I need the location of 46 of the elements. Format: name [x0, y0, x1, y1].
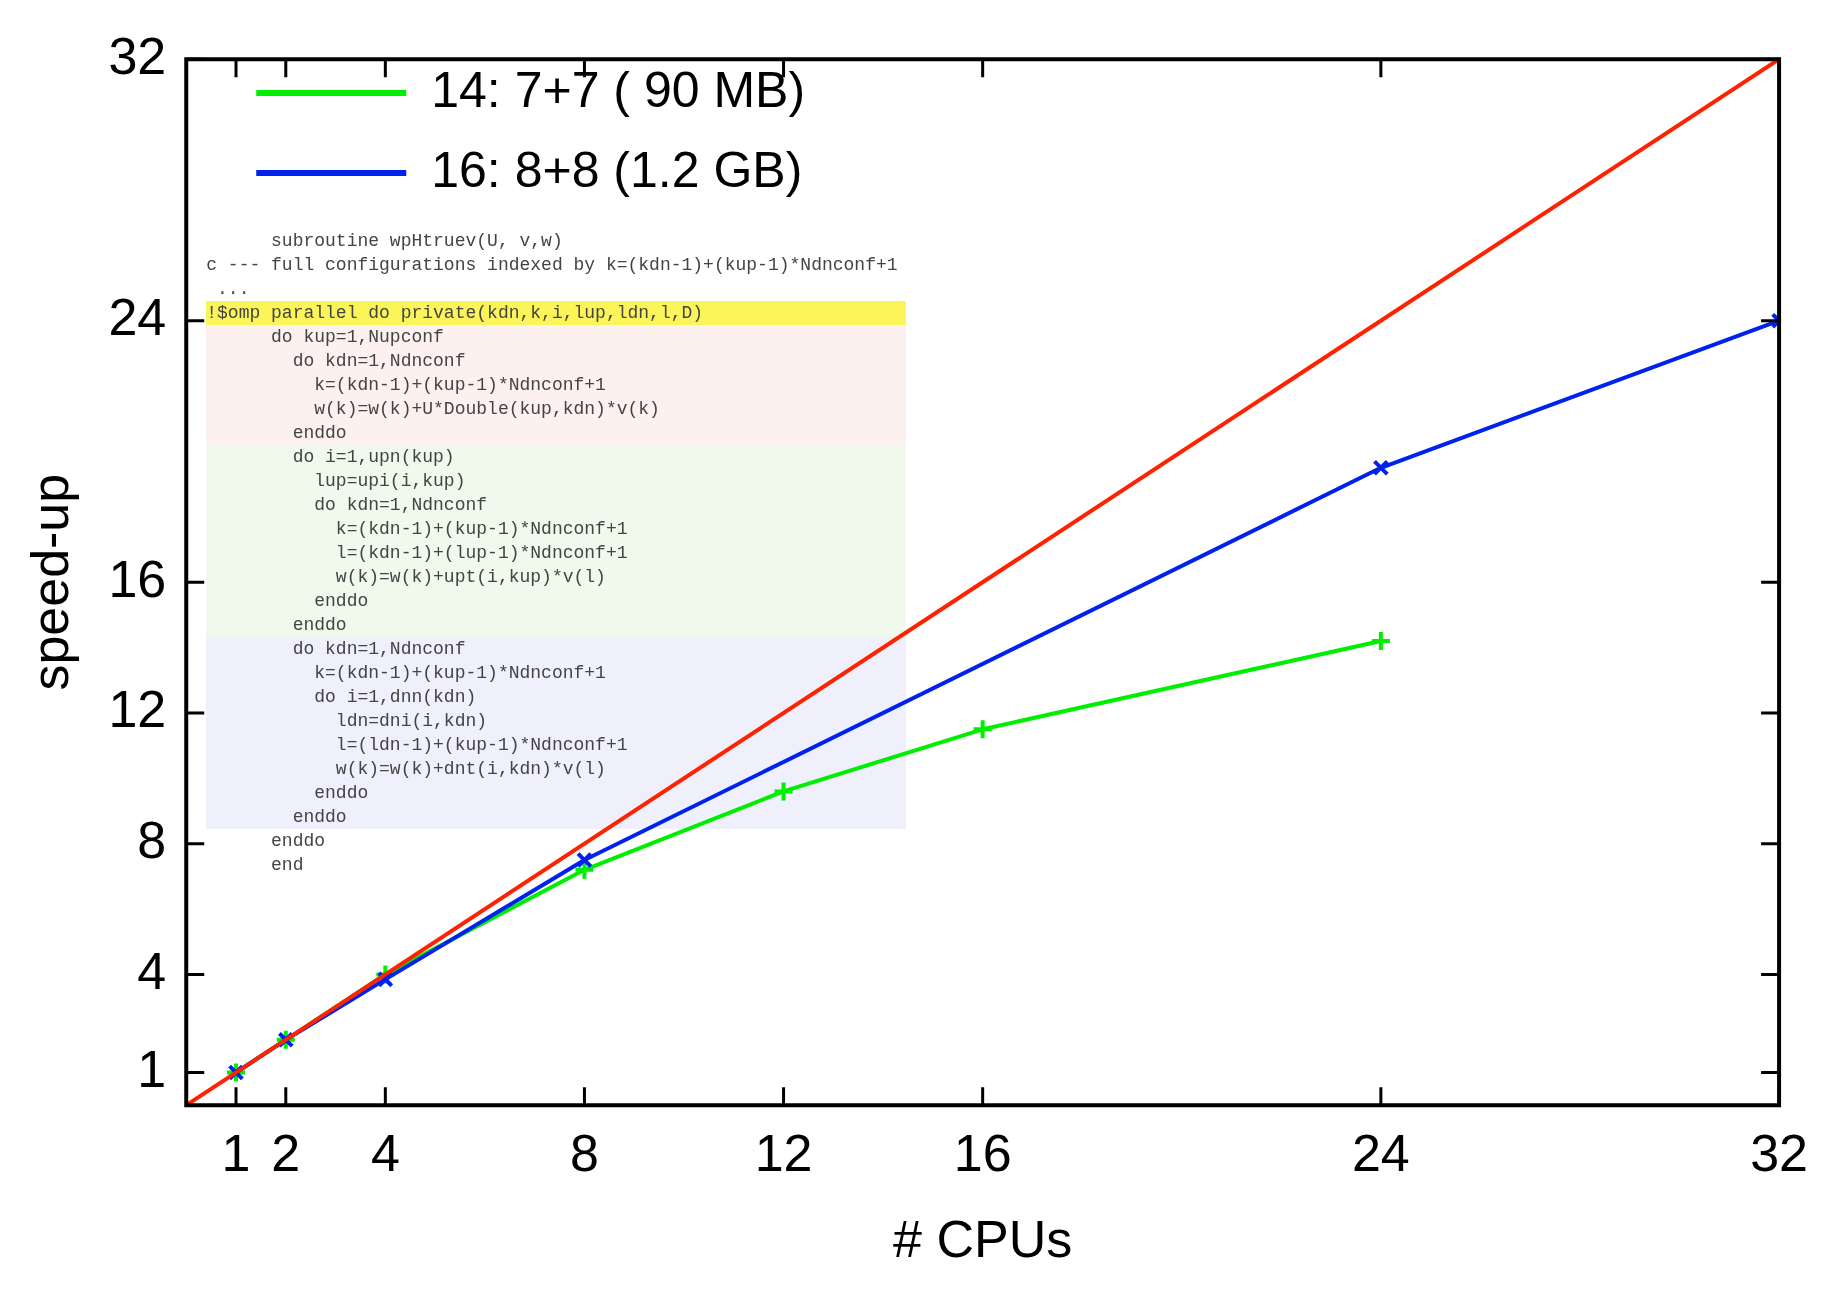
annotation: enddo [291, 615, 347, 636]
x-tick-label: 32 [1750, 1123, 1808, 1182]
annotation: end [270, 855, 304, 876]
x-tick-label: 12 [754, 1123, 813, 1182]
annotation: c --- full configurations indexed by k=(kdn-1)+(kup-1)*Ndnconf+1 [206, 255, 898, 276]
x-tick-label: 2 [271, 1123, 301, 1182]
annotation: k=(kdn-1)+(kup-1)*Ndnconf+1 [334, 519, 628, 540]
annotation: enddo [313, 591, 369, 612]
annotation: l=(kdn-1)+(lup-1)*Ndnconf+1 [334, 543, 628, 564]
annotation: enddo [291, 423, 347, 444]
y-tick-label: 1 [137, 1039, 167, 1098]
annotation: enddo [291, 807, 347, 828]
annotation: l=(ldn-1)+(kup-1)*Ndnconf+1 [334, 735, 628, 756]
annotation: do kdn=1,Ndnconf [291, 351, 466, 372]
y-axis-title: speed-up [20, 473, 79, 691]
annotation: k=(kdn-1)+(kup-1)*Ndnconf+1 [313, 375, 606, 396]
annotation: do i=1,dnn(kdn) [313, 687, 477, 708]
annotation: lup=upi(i,kup) [313, 471, 466, 492]
legend-label: 14: 7+7 ( 90 MB) [431, 61, 806, 118]
x-axis-title: # CPUs [893, 1210, 1073, 1269]
annotation: do kup=1,Nupconf [270, 327, 444, 348]
x-tick-label: 1 [221, 1123, 251, 1182]
y-tick-label: 4 [137, 941, 167, 1000]
y-tick-label: 8 [137, 811, 167, 870]
annotation: do i=1,upn(kup) [291, 447, 455, 468]
y-tick-label: 32 [108, 26, 167, 85]
legend-label: 16: 8+8 (1.2 GB) [431, 141, 803, 198]
annotation: do kdn=1,Ndnconf [291, 639, 466, 660]
y-tick-label: 24 [108, 288, 167, 347]
annotation: enddo [270, 831, 326, 852]
annotation: w(k)=w(k)+upt(i,kup)*v(l) [334, 567, 606, 588]
annotation: !$omp parallel do private(kdn,k,i,lup,ldn,l,D) [206, 303, 704, 324]
x-tick-label: 8 [569, 1123, 599, 1182]
y-tick-label: 16 [108, 549, 167, 608]
annotation: do kdn=1,Ndnconf [313, 495, 488, 516]
annotation: ... [216, 279, 250, 300]
annotation: w(k)=w(k)+dnt(i,kdn)*v(l) [334, 759, 606, 780]
annotation: k=(kdn-1)+(kup-1)*Ndnconf+1 [313, 663, 606, 684]
x-tick-label: 4 [370, 1123, 400, 1182]
annotation: ldn=dni(i,kdn) [334, 711, 488, 732]
y-tick-label: 12 [108, 680, 167, 739]
annotation: enddo [313, 783, 369, 804]
x-tick-label: 24 [1351, 1123, 1410, 1182]
x-tick-label: 16 [953, 1123, 1012, 1182]
annotation: subroutine wpHtruev(U, v,w) [270, 231, 563, 252]
annotation: w(k)=w(k)+U*Double(kup,kdn)*v(k) [313, 399, 660, 420]
